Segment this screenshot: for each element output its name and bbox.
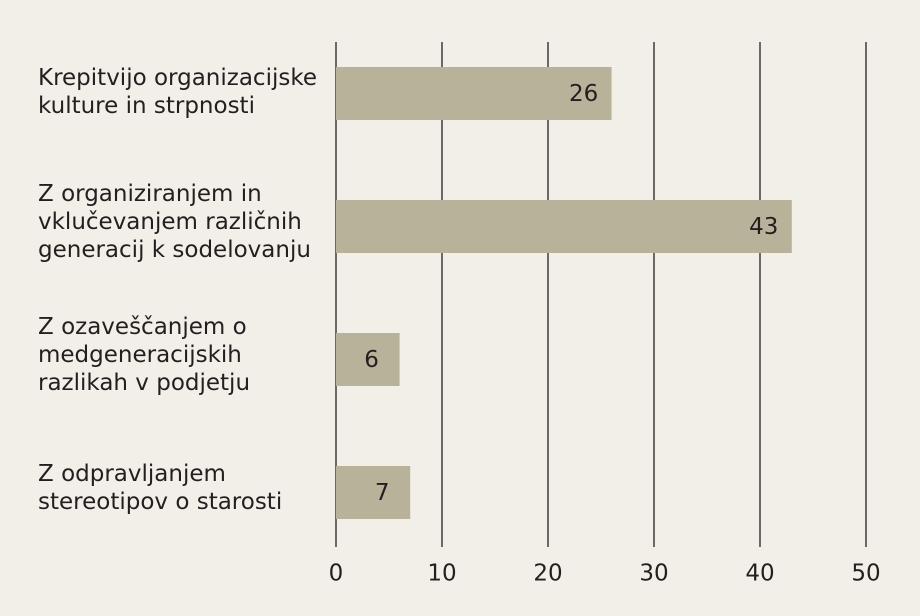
grid-lines xyxy=(335,42,867,547)
x-tick-label: 30 xyxy=(639,561,668,587)
category-label: Z odpravljanjem stereotipov o starosti xyxy=(38,461,282,515)
bar xyxy=(336,67,612,120)
x-tick-label: 10 xyxy=(427,561,456,587)
x-tick-label: 0 xyxy=(329,561,344,587)
x-tick-label: 20 xyxy=(533,561,562,587)
category-labels: Krepitvijo organizacijske kulture in strp… xyxy=(38,65,317,515)
bar xyxy=(336,466,411,519)
category-label-line: stereotipov o starosti xyxy=(38,489,282,515)
x-tick-label: 40 xyxy=(745,561,774,587)
bar-value-label: 43 xyxy=(749,214,778,240)
category-label-line: generacij k sodelovanju xyxy=(38,237,311,263)
bar xyxy=(336,200,792,253)
category-label: Z ozaveščanjem o medgeneracijskih razlikah… xyxy=(38,314,250,396)
bars xyxy=(336,67,792,519)
category-label: Z organiziranjem in vklučevanjem različni… xyxy=(38,181,311,263)
category-label-line: vklučevanjem različnih xyxy=(38,209,302,235)
category-label-line: medgeneracijskih xyxy=(38,342,242,368)
bar-value-labels: 26 43 6 7 xyxy=(364,81,778,506)
bar-value-label: 6 xyxy=(364,347,379,373)
category-label-line: razlikah v podjetju xyxy=(38,370,250,396)
bar-value-label: 26 xyxy=(569,81,598,107)
category-label-line: Krepitvijo organizacijske xyxy=(38,65,317,91)
x-axis-tick-labels: 0 10 20 30 40 50 xyxy=(329,561,881,587)
category-label-line: Z odpravljanjem xyxy=(38,461,226,487)
x-tick-label: 50 xyxy=(851,561,880,587)
bar xyxy=(336,333,400,386)
category-label: Krepitvijo organizacijske kulture in strp… xyxy=(38,65,317,119)
category-label-line: Z organiziranjem in xyxy=(38,181,262,207)
bar-value-label: 7 xyxy=(375,480,390,506)
category-label-line: kulture in strpnosti xyxy=(38,93,255,119)
category-label-line: Z ozaveščanjem o xyxy=(38,314,247,340)
